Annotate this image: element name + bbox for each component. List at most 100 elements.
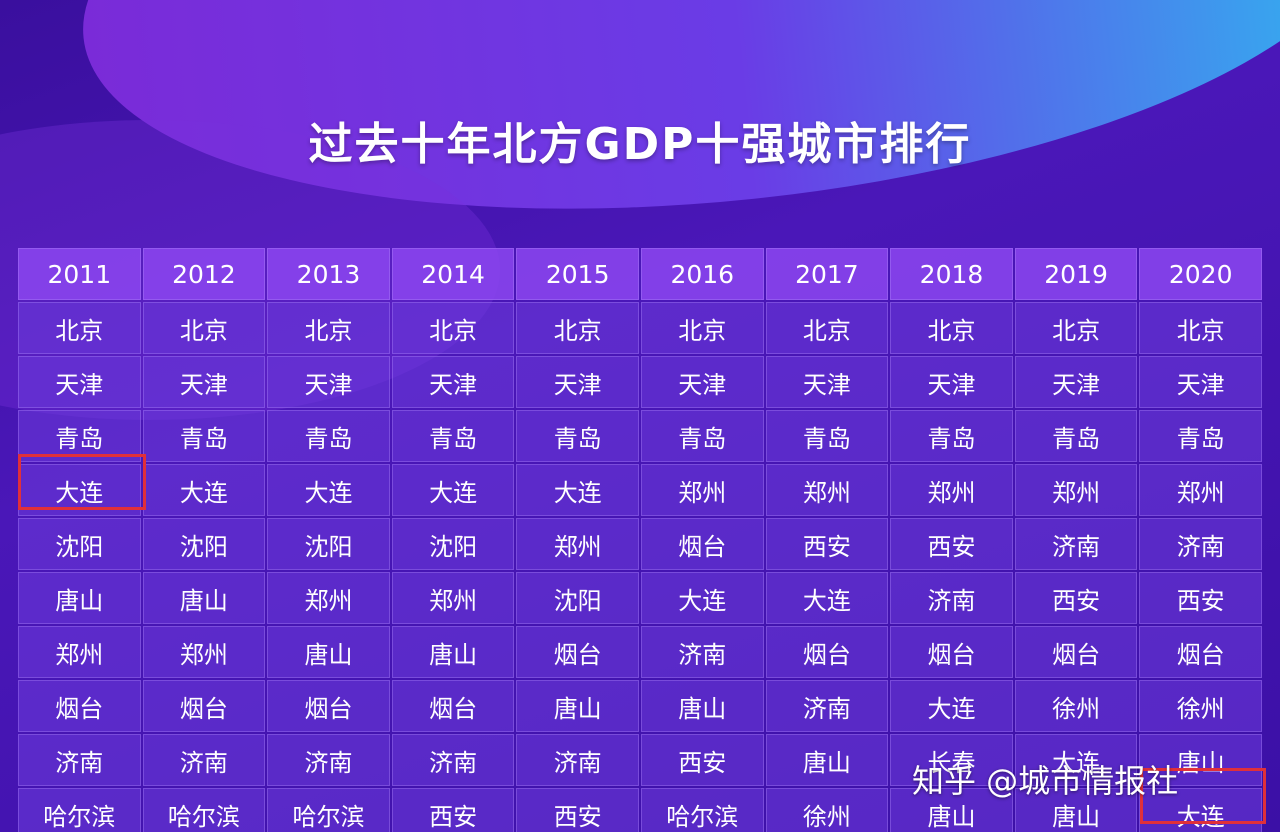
table-cell: 青岛 xyxy=(267,410,390,462)
table-cell: 长春 xyxy=(890,734,1013,786)
table-cell: 沈阳 xyxy=(391,518,515,570)
table-cell: 天津 xyxy=(1014,356,1138,408)
table-cell: 西安 xyxy=(391,788,515,832)
table-cell: 唐山 xyxy=(640,680,764,732)
table-cell: 烟台 xyxy=(1014,626,1138,678)
header-cell: 2018 xyxy=(890,248,1013,300)
header-cell: 2015 xyxy=(516,248,639,300)
table-cell: 北京 xyxy=(640,302,764,354)
table-cell: 天津 xyxy=(516,356,639,408)
table-cell: 西安 xyxy=(1014,572,1138,624)
table-cell: 唐山 xyxy=(1014,788,1138,832)
table-cell: 唐山 xyxy=(765,734,889,786)
table-cell: 青岛 xyxy=(765,410,889,462)
table-cell: 烟台 xyxy=(142,680,266,732)
table-cell: 济南 xyxy=(890,572,1013,624)
table-cell: 烟台 xyxy=(267,680,390,732)
table-cell: 济南 xyxy=(516,734,639,786)
highlight-box xyxy=(1140,768,1266,824)
table-cell: 大连 xyxy=(765,572,889,624)
table-cell: 青岛 xyxy=(516,410,639,462)
table-cell: 烟台 xyxy=(640,518,764,570)
table-cell: 西安 xyxy=(1139,572,1262,624)
table-cell: 郑州 xyxy=(1014,464,1138,516)
watermark: 知乎 @城市情报社 xyxy=(912,762,1179,800)
table-cell: 济南 xyxy=(142,734,266,786)
table-cell: 沈阳 xyxy=(267,518,390,570)
header-cell: 2016 xyxy=(640,248,764,300)
table-cell: 唐山 xyxy=(1139,734,1262,786)
table-cell: 北京 xyxy=(1139,302,1262,354)
table-cell: 大连 xyxy=(267,464,390,516)
header-cell: 2020 xyxy=(1139,248,1262,300)
table-cell: 青岛 xyxy=(640,410,764,462)
table-cell: 北京 xyxy=(1014,302,1138,354)
table-cell: 沈阳 xyxy=(516,572,639,624)
table-cell: 沈阳 xyxy=(142,518,266,570)
table-cell: 大连 xyxy=(1014,734,1138,786)
table-cell: 徐州 xyxy=(1014,680,1138,732)
table-cell: 郑州 xyxy=(1139,464,1262,516)
table-cell: 西安 xyxy=(765,518,889,570)
ranking-table: 2011 2012 2013 2014 2015 2016 2017 2018 2019 2020… xyxy=(18,248,1262,832)
table-cell: 北京 xyxy=(890,302,1013,354)
table-cell: 青岛 xyxy=(18,410,141,462)
table-cell: 大连 xyxy=(1139,788,1262,832)
table-cell: 济南 xyxy=(640,626,764,678)
table-cell: 济南 xyxy=(1014,518,1138,570)
table-cell: 烟台 xyxy=(1139,626,1262,678)
table-cell: 青岛 xyxy=(1139,410,1262,462)
table-cell: 济南 xyxy=(391,734,515,786)
table-cell: 郑州 xyxy=(267,572,390,624)
table-cell: 天津 xyxy=(391,356,515,408)
table-cell: 烟台 xyxy=(18,680,141,732)
table-cell: 大连 xyxy=(391,464,515,516)
header-cell: 2011 xyxy=(18,248,141,300)
table-cell: 青岛 xyxy=(890,410,1013,462)
header-cell: 2013 xyxy=(267,248,390,300)
table-cell: 唐山 xyxy=(18,572,141,624)
table-cell: 哈尔滨 xyxy=(640,788,764,832)
table-cell: 北京 xyxy=(267,302,390,354)
table-cell: 大连 xyxy=(890,680,1013,732)
table-cell: 烟台 xyxy=(890,626,1013,678)
table-cell: 西安 xyxy=(516,788,639,832)
table-cell: 天津 xyxy=(765,356,889,408)
table-cell: 唐山 xyxy=(267,626,390,678)
table-cell: 郑州 xyxy=(765,464,889,516)
table-cell: 济南 xyxy=(765,680,889,732)
table-cell: 郑州 xyxy=(890,464,1013,516)
table-cell: 郑州 xyxy=(18,626,141,678)
table-cell: 烟台 xyxy=(765,626,889,678)
table-cell: 天津 xyxy=(640,356,764,408)
table-cell: 北京 xyxy=(18,302,141,354)
table-cell: 大连 xyxy=(142,464,266,516)
header-cell: 2019 xyxy=(1014,248,1138,300)
table-cell: 天津 xyxy=(1139,356,1262,408)
table-cell: 郑州 xyxy=(391,572,515,624)
table-cell: 烟台 xyxy=(391,680,515,732)
table-cell: 大连 xyxy=(640,572,764,624)
table-cell: 郑州 xyxy=(516,518,639,570)
header-cell: 2014 xyxy=(391,248,515,300)
table-cell: 唐山 xyxy=(391,626,515,678)
table-cell: 天津 xyxy=(18,356,141,408)
table-cell: 郑州 xyxy=(640,464,764,516)
table-cell: 北京 xyxy=(391,302,515,354)
table-cell: 烟台 xyxy=(516,626,639,678)
table-cell: 青岛 xyxy=(1014,410,1138,462)
table-cell: 青岛 xyxy=(142,410,266,462)
table-cell: 天津 xyxy=(890,356,1013,408)
header-cell: 2012 xyxy=(142,248,266,300)
table-cell: 唐山 xyxy=(516,680,639,732)
table-cell: 大连 xyxy=(516,464,639,516)
table-cell: 青岛 xyxy=(391,410,515,462)
table-cell: 天津 xyxy=(142,356,266,408)
table-cell: 北京 xyxy=(516,302,639,354)
table-cell: 徐州 xyxy=(1139,680,1262,732)
table-cell: 唐山 xyxy=(890,788,1013,832)
table-cell: 徐州 xyxy=(765,788,889,832)
table-cell: 西安 xyxy=(640,734,764,786)
table-cell: 济南 xyxy=(267,734,390,786)
